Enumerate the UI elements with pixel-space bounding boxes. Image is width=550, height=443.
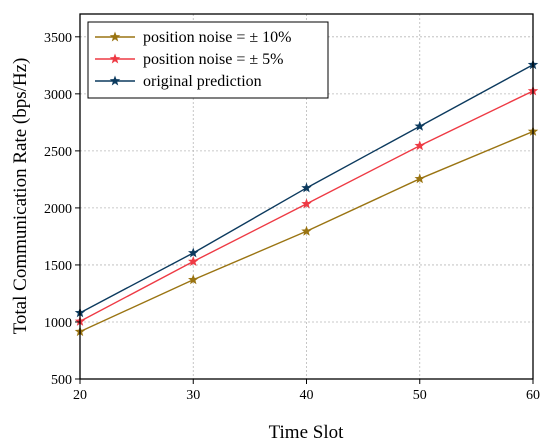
x-tick-label: 50 xyxy=(413,388,427,403)
legend-box xyxy=(87,21,329,99)
data-point-star xyxy=(301,198,312,209)
legend-label: position noise = ± 5% xyxy=(143,51,283,68)
axis-ticks: 20 30 40 50 60 500 1000 1500 2000 2500 3000 3500 xyxy=(44,31,540,403)
data-point-star xyxy=(188,247,199,258)
x-axis-title: Time Slot xyxy=(269,422,345,443)
legend-star-icon xyxy=(109,31,121,42)
data-point-star xyxy=(414,173,425,184)
data-point-star xyxy=(414,120,425,131)
legend-label: original prediction xyxy=(143,73,262,90)
legend: position noise = ± 10% position noise = ±… xyxy=(87,21,329,99)
y-tick-label: 3000 xyxy=(44,88,72,103)
x-tick-label: 20 xyxy=(73,388,87,403)
data-point-star xyxy=(414,140,425,151)
legend-label: position noise = ± 10% xyxy=(143,29,291,46)
data-point-star xyxy=(188,274,199,285)
y-tick-label: 3500 xyxy=(44,31,72,46)
legend-star-icon xyxy=(109,53,121,64)
x-tick-label: 60 xyxy=(526,388,540,403)
data-point-star xyxy=(301,225,312,236)
x-tick-label: 40 xyxy=(300,388,314,403)
y-tick-label: 1500 xyxy=(44,259,72,274)
y-tick-label: 1000 xyxy=(44,316,72,331)
data-point-star xyxy=(188,256,199,266)
y-tick-label: 2500 xyxy=(44,145,72,160)
y-tick-label: 2000 xyxy=(44,202,72,217)
series-0 xyxy=(74,125,539,337)
legend-star-icon xyxy=(109,75,121,86)
y-axis-title: Total Communication Rate (bps/Hz) xyxy=(10,58,31,335)
series-1 xyxy=(74,85,539,326)
y-tick-label: 500 xyxy=(51,373,72,388)
data-point-star xyxy=(301,182,312,193)
x-tick-label: 30 xyxy=(186,388,200,403)
